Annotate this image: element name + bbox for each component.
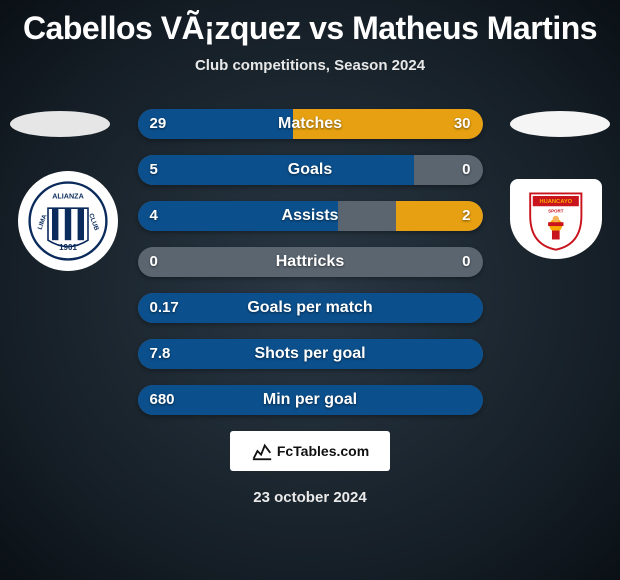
bar-label: Goals per match xyxy=(138,293,483,323)
bar-value-left: 680 xyxy=(150,385,175,415)
stat-bars: Matches2930Goals50Assists42Hattricks00Go… xyxy=(138,109,483,415)
stat-bar: Goals5 0 xyxy=(138,155,483,185)
comparison-panel: ALIANZA LIMA CLUB 1901 HUANCAYO SPORT Ma… xyxy=(0,109,620,415)
stat-bar: Hattricks0 0 xyxy=(138,247,483,277)
bar-value-left: 29 xyxy=(150,109,167,139)
bar-value-left: 7.8 xyxy=(150,339,171,369)
watermark: FcTables.com xyxy=(230,431,390,471)
bar-label: Shots per goal xyxy=(138,339,483,369)
watermark-text: FcTables.com xyxy=(277,443,369,459)
bar-value-right: 2 xyxy=(462,201,470,231)
bar-value-left: 5 xyxy=(150,155,158,185)
bar-value-right: 0 xyxy=(462,155,470,185)
bar-label: Assists xyxy=(138,201,483,231)
infographic-date: 23 october 2024 xyxy=(0,489,620,506)
bar-value-left: 0.17 xyxy=(150,293,179,323)
bar-label: Min per goal xyxy=(138,385,483,415)
svg-text:ALIANZA: ALIANZA xyxy=(52,192,84,201)
bar-value-left: 0 xyxy=(150,247,158,277)
svg-text:SPORT: SPORT xyxy=(548,209,564,214)
player-photo-right xyxy=(510,111,610,137)
stat-bar: Assists4 2 xyxy=(138,201,483,231)
player-photo-left xyxy=(10,111,110,137)
club-logo-left: ALIANZA LIMA CLUB 1901 xyxy=(18,171,118,271)
chart-icon xyxy=(251,440,273,462)
shield-icon: HUANCAYO SPORT xyxy=(519,187,593,251)
stat-bar: Matches29 30 xyxy=(138,109,483,139)
stat-bar: Min per goal680 xyxy=(138,385,483,415)
bar-label: Hattricks xyxy=(138,247,483,277)
bar-label: Matches xyxy=(138,109,483,139)
page-subtitle: Club competitions, Season 2024 xyxy=(0,57,620,74)
bar-label: Goals xyxy=(138,155,483,185)
stat-bar: Shots per goal7.8 xyxy=(138,339,483,369)
shield-icon: ALIANZA LIMA CLUB 1901 xyxy=(28,181,108,261)
svg-text:1901: 1901 xyxy=(59,243,77,252)
page-title: Cabellos VÃ¡zquez vs Matheus Martins xyxy=(0,0,620,47)
club-logo-right: HUANCAYO SPORT xyxy=(510,179,602,259)
bar-value-right: 0 xyxy=(462,247,470,277)
svg-text:HUANCAYO: HUANCAYO xyxy=(540,199,573,205)
stat-bar: Goals per match0.17 xyxy=(138,293,483,323)
bar-value-right: 30 xyxy=(454,109,471,139)
bar-value-left: 4 xyxy=(150,201,158,231)
